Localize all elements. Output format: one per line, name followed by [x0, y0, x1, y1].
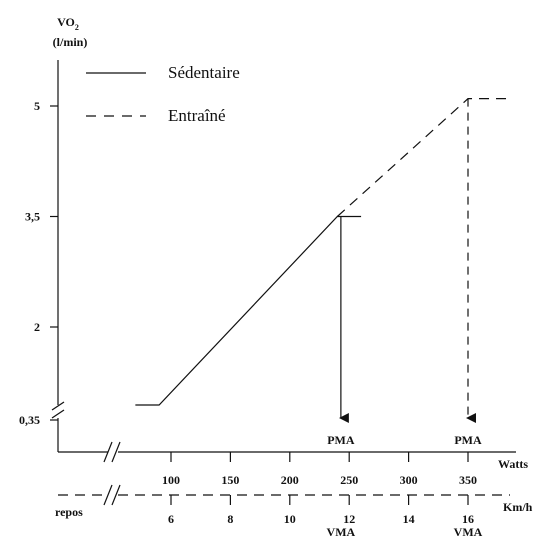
- watts-ticks: 100 150 200 250 300 350: [162, 452, 477, 487]
- kmh-axis-break-2: [111, 484, 121, 506]
- kmh-rest-label: repos: [55, 505, 83, 519]
- watts-tick-label-2: 200: [281, 473, 299, 487]
- series-line-sedentaire: [135, 215, 362, 406]
- vma-label-0: VMA: [327, 525, 356, 538]
- watts-tick-label-3: 250: [340, 473, 358, 487]
- kmh-axis-break-1: [103, 484, 113, 506]
- y-tick-label-2: 3,5: [25, 210, 40, 224]
- watts-axis-break-2: [111, 441, 121, 463]
- y-axis-label-main: VO: [57, 15, 75, 29]
- kmh-tick-label-1: 8: [227, 512, 233, 526]
- watts-tick-label-4: 300: [400, 473, 418, 487]
- y-axis-break-mark-2: [51, 409, 65, 419]
- annotation-arrows: PMA VMA PMA VMA: [327, 98, 483, 538]
- legend-label-entraine: Entraîné: [168, 106, 226, 125]
- y-axis-label-subscript: 2: [75, 23, 79, 32]
- y-axis-break-mark-1: [51, 401, 65, 411]
- y-tick-label-0: 0,35: [19, 413, 40, 427]
- watts-axis-break-1: [103, 441, 113, 463]
- y-tick-label-1: 2: [34, 320, 40, 334]
- legend-label-sedentaire: Sédentaire: [168, 63, 240, 82]
- y-ticks: 0,35 2 3,5 5: [19, 99, 58, 427]
- watts-tick-label-1: 150: [221, 473, 239, 487]
- watts-tick-label-0: 100: [162, 473, 180, 487]
- kmh-tick-label-2: 10: [284, 512, 296, 526]
- vma-label-1: VMA: [454, 525, 483, 538]
- watts-axis-label: Watts: [498, 457, 528, 471]
- y-axis-unit: (l/min): [53, 35, 88, 49]
- y-tick-label-3: 5: [34, 99, 40, 113]
- kmh-tick-label-0: 6: [168, 512, 174, 526]
- kmh-tick-label-4: 14: [403, 512, 415, 526]
- kmh-axis-label: Km/h: [503, 500, 533, 514]
- kmh-tick-label-3: 12: [343, 512, 355, 526]
- kmh-ticks: 6 8 10 12 14 16: [168, 495, 474, 526]
- series-line-entraine: [336, 98, 510, 217]
- watts-tick-label-5: 350: [459, 473, 477, 487]
- kmh-tick-label-5: 16: [462, 512, 474, 526]
- pma-label-0: PMA: [327, 433, 355, 447]
- y-axis-label: VO2: [57, 15, 79, 32]
- pma-label-1: PMA: [454, 433, 482, 447]
